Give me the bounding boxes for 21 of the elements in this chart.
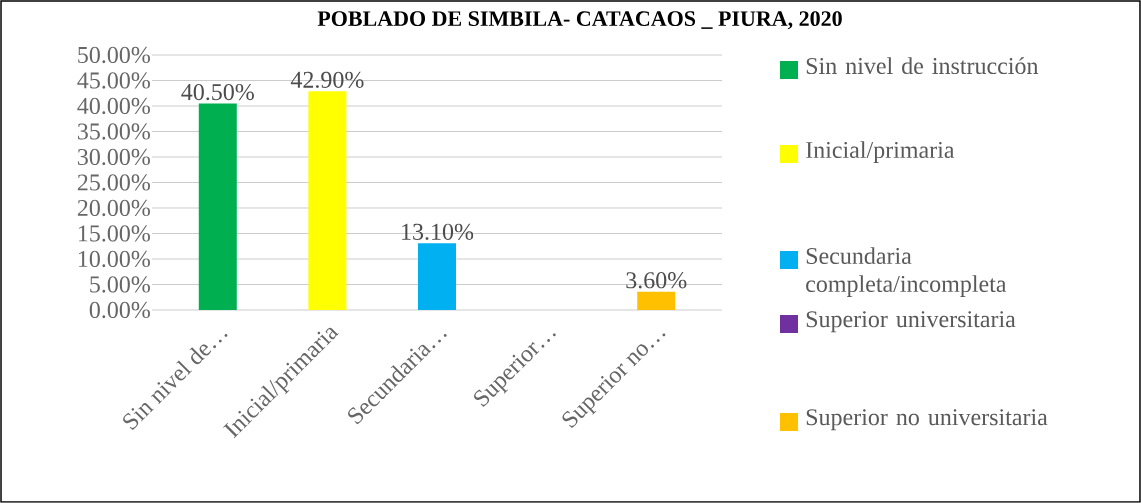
legend-label: Secundaria completa/incompleta (806, 247, 1007, 297)
y-tick-label: 45.00% (77, 72, 150, 89)
data-label: 42.90% (290, 71, 364, 89)
y-tick-label: 5.00% (90, 276, 150, 293)
y-tick-label: 50.00% (78, 46, 150, 64)
y-tick-label: 0.00% (89, 301, 150, 319)
data-label: 13.10% (402, 223, 474, 240)
data-label: 3.60% (626, 272, 687, 289)
data-label: 40.50% (181, 83, 254, 101)
chart-title: POBLADO DE SIMBILA- CATACAOS _ PIURA, 2020 (317, 11, 842, 30)
legend-label: Superior universitaria (806, 311, 1016, 333)
legend-label: Sin nivel de instrucción (806, 57, 1039, 75)
y-tick-label: 30.00% (77, 148, 150, 166)
y-tick-label: 35.00% (77, 123, 150, 140)
y-tick-label: 25.00% (77, 174, 150, 191)
legend-label: Inicial/primaria (806, 141, 955, 163)
y-tick-label: 15.00% (78, 225, 150, 242)
legend-label: Superior no universitaria (806, 409, 1048, 431)
y-tick-label: 20.00% (77, 199, 150, 217)
y-tick-label: 10.00% (78, 250, 150, 268)
y-tick-label: 40.00% (77, 97, 150, 115)
